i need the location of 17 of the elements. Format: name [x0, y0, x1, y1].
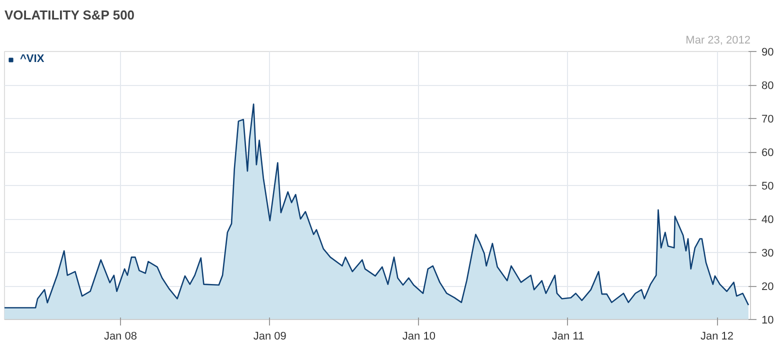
- y-tick-label: 40: [762, 214, 774, 226]
- x-tick-label: Jan 08: [104, 330, 137, 342]
- y-tick-label: 30: [762, 248, 774, 260]
- y-tick-label: 80: [762, 80, 774, 92]
- x-tick-label: Jan 11: [552, 330, 584, 342]
- y-tick-label: 10: [762, 314, 774, 326]
- legend-label: ^VIX: [20, 53, 44, 65]
- x-tick-label: Jan 10: [402, 330, 436, 342]
- text: Mar 23, 2012: [686, 34, 751, 46]
- y-tick-label: 90: [762, 46, 774, 58]
- y-tick-label: 50: [762, 180, 774, 192]
- y-tick-label: 20: [762, 281, 774, 293]
- y-tick-label: 60: [762, 147, 774, 159]
- x-tick-label: Jan 12: [700, 330, 734, 342]
- chart-title: VOLATILITY S&P 500: [4, 8, 135, 22]
- y-tick-label: 70: [762, 114, 774, 126]
- x-tick-label: Jan 09: [253, 330, 286, 342]
